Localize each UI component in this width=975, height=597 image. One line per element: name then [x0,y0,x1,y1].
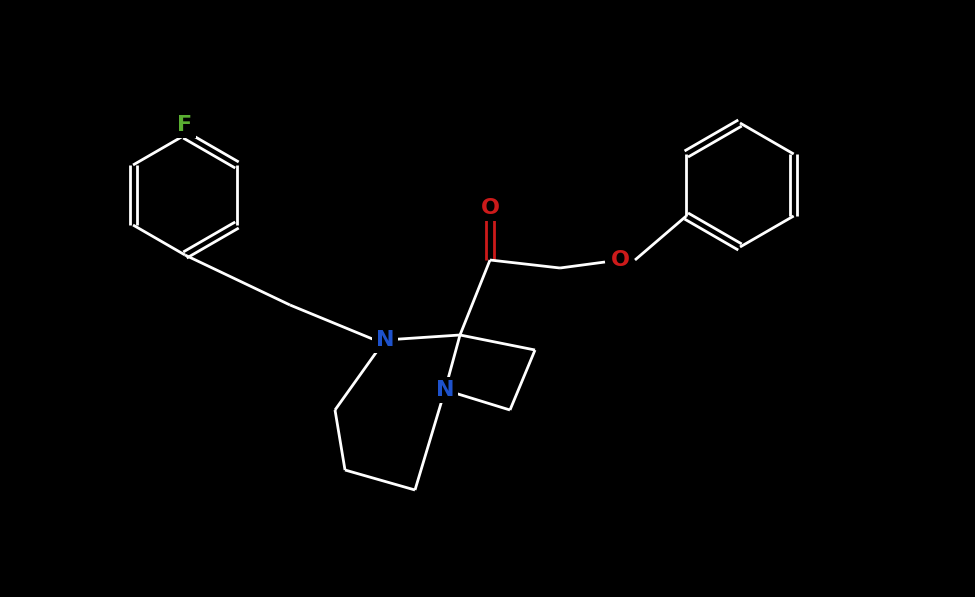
Text: F: F [177,115,193,135]
Text: N: N [375,330,394,350]
Text: O: O [481,198,499,218]
Text: N: N [436,380,454,400]
Text: O: O [610,250,630,270]
